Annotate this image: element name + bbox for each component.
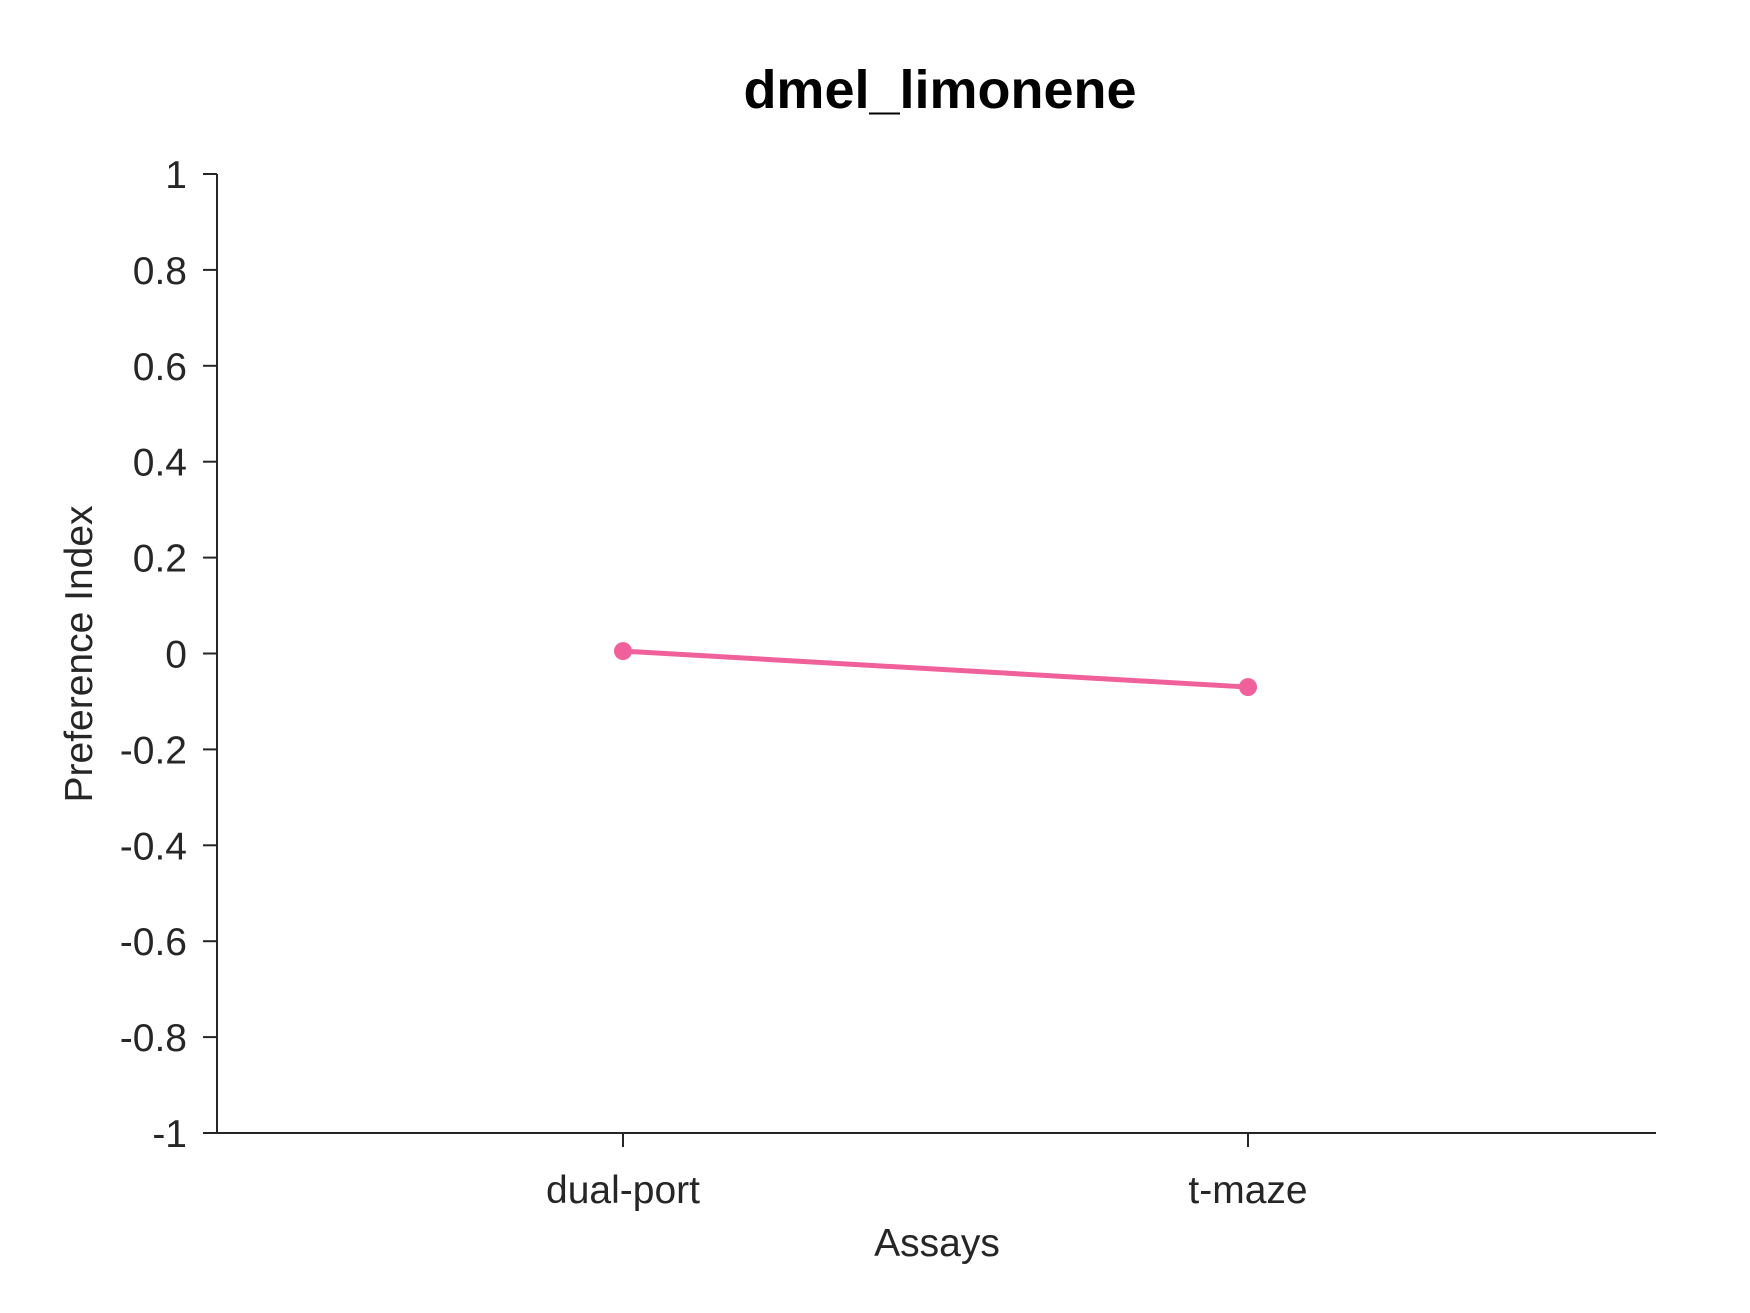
x-axis-label: Assays [874,1222,1000,1265]
y-tick-label: -1 [152,1113,187,1156]
y-tick-label: 0.2 [133,538,187,581]
series-layer [614,642,1257,697]
y-tick-label: 0.8 [133,250,187,293]
x-tick-label: t-maze [1188,1169,1307,1212]
y-tick-label: 0 [165,634,187,677]
y-tick-label: 0.6 [133,346,187,389]
y-tick-label: -0.8 [120,1017,187,1060]
data-point [1239,678,1257,697]
chart-title: dmel_limonene [743,60,1136,120]
y-tick-label: 0.4 [133,442,187,485]
x-tick-label: dual-port [546,1169,700,1212]
y-axis-label: Preference Index [58,505,101,803]
series-line [620,648,1251,690]
y-tick-label: -0.2 [120,729,187,772]
x-ticks: dual-port t-maze [546,1133,1308,1212]
y-tick-label: 1 [165,154,187,197]
y-ticks: 1 0.8 0.6 0.4 0.2 0 -0.2 -0.4 -0.6 -0.8 -1 [120,154,217,1156]
y-tick-label: -0.4 [120,825,187,868]
data-point [614,642,632,661]
y-tick-label: -0.6 [120,921,187,964]
